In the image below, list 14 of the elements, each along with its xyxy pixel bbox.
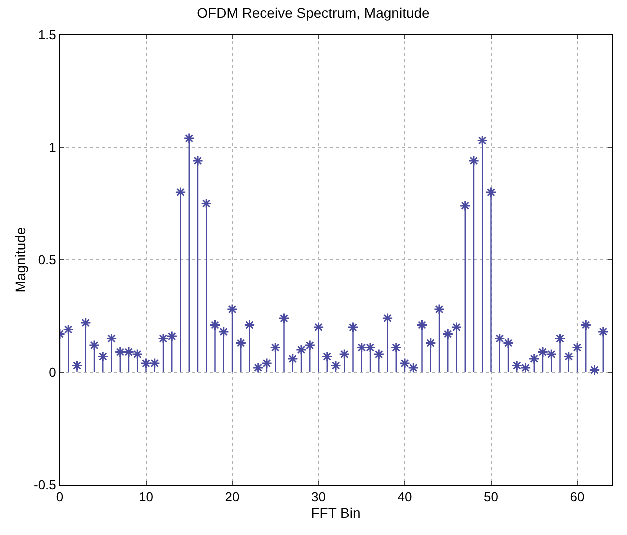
chart-title: OFDM Receive Spectrum, Magnitude <box>197 4 430 21</box>
x-tick-label: 40 <box>398 490 412 505</box>
x-axis-title: FFT Bin <box>311 504 361 521</box>
y-tick-label: -0.5 <box>34 478 56 493</box>
y-tick-label: 1.5 <box>38 28 56 43</box>
x-tick-label: 10 <box>139 490 154 505</box>
x-tick-label: 30 <box>312 490 326 505</box>
x-tick-label: 60 <box>570 490 585 505</box>
x-tick-label: 50 <box>484 490 498 505</box>
y-tick-label: 0.5 <box>38 252 56 268</box>
y-tick-label: 0 <box>49 365 56 380</box>
y-axis-title: Magnitude <box>12 227 29 293</box>
y-tick-label: 1 <box>49 140 56 156</box>
x-tick-label: 20 <box>225 490 240 505</box>
